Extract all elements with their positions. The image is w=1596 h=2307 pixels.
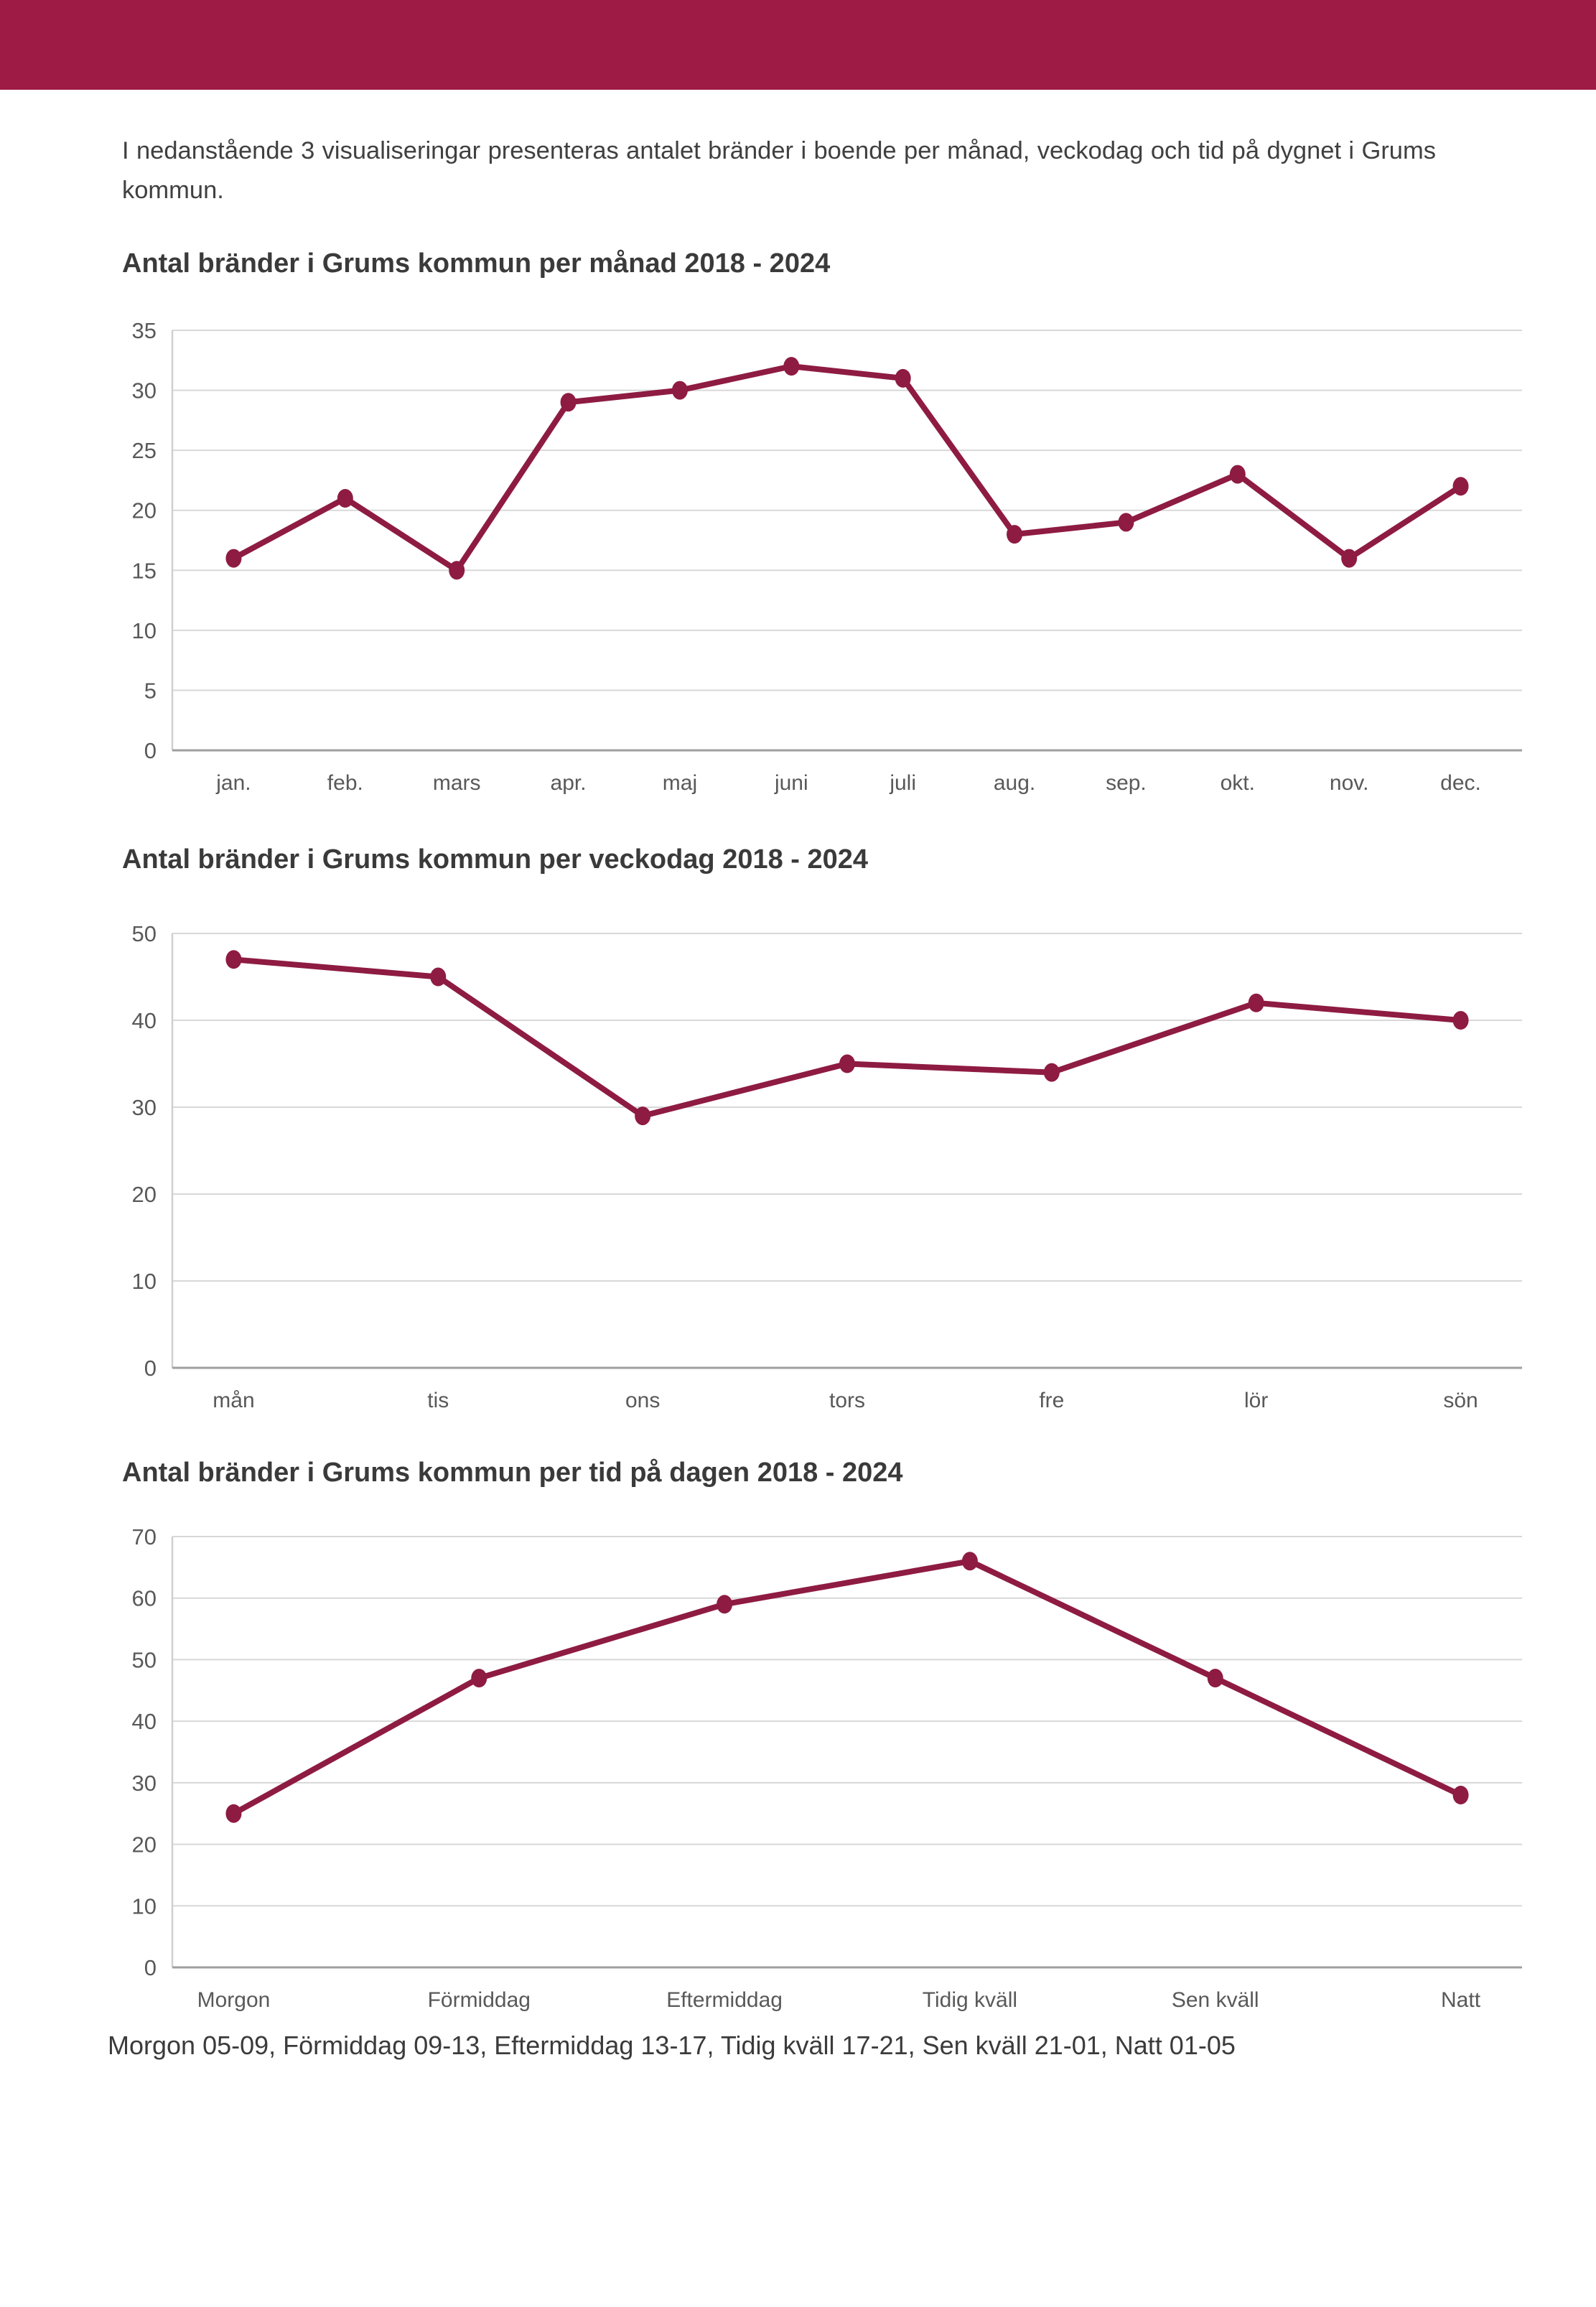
data-point — [635, 1106, 651, 1126]
chart-timeofday: 0 10 20 30 40 50 60 70 Morgon Förmiddag Eftermidda… — [132, 1524, 1522, 2012]
x-tick-label: lör — [1244, 1389, 1268, 1412]
data-point — [225, 950, 242, 969]
y-tick-label: 50 — [132, 1647, 157, 1672]
x-tick-label: apr. — [551, 771, 587, 795]
x-tick-label: dec. — [1440, 771, 1481, 795]
y-tick-label: 20 — [132, 1832, 157, 1858]
y-tick-label: 10 — [132, 1269, 157, 1294]
y-tick-label: 30 — [132, 378, 157, 404]
x-tick-label: juni — [774, 771, 808, 795]
x-tick-label: jan. — [215, 771, 251, 795]
y-tick-label: 0 — [144, 738, 157, 763]
data-point — [471, 1669, 487, 1688]
data-point — [1207, 1669, 1223, 1688]
y-tick-label: 5 — [144, 678, 157, 703]
y-tick-label: 0 — [144, 1356, 157, 1381]
intro-paragraph: I nedanstående 3 visualiseringar present… — [122, 137, 1436, 205]
data-point — [430, 967, 447, 987]
data-point — [1229, 465, 1246, 484]
x-tick-label: tis — [427, 1389, 449, 1412]
data-point — [1452, 477, 1469, 496]
x-tick-label: ons — [625, 1389, 660, 1412]
line-series — [230, 1558, 1464, 1817]
x-tick-label: fre — [1039, 1389, 1064, 1412]
x-tick-label: Tidig kväll — [923, 1988, 1017, 2012]
data-point — [1248, 993, 1264, 1012]
y-tick-label: 30 — [132, 1771, 157, 1796]
x-tick-label: sep. — [1106, 771, 1147, 795]
y-tick-label: 50 — [132, 921, 157, 946]
data-point — [225, 549, 242, 568]
y-tick-label: 40 — [132, 1008, 157, 1033]
data-point — [839, 1054, 855, 1073]
y-tick-label: 40 — [132, 1709, 157, 1734]
data-point — [1452, 1011, 1469, 1030]
chart-weekday-title: Antal bränder i Grums kommun per veckoda… — [122, 844, 869, 875]
data-point — [337, 489, 353, 508]
chart-month: 0 5 10 15 20 25 30 35 jan. feb. mars apr. maj juni jul… — [132, 318, 1522, 795]
y-tick-label: 70 — [132, 1524, 157, 1549]
x-tick-label: Förmiddag — [428, 1988, 531, 2012]
x-tick-label: feb. — [327, 771, 363, 795]
data-point — [1118, 513, 1134, 532]
y-tick-label: 25 — [132, 438, 157, 463]
data-point — [961, 1552, 978, 1571]
chart-month-title: Antal bränder i Grums kommun per månad 2… — [122, 248, 831, 279]
chart-timeofday-title: Antal bränder i Grums kommun per tid på … — [122, 1458, 903, 1488]
x-tick-label: Morgon — [197, 1988, 271, 2012]
data-point — [717, 1595, 733, 1614]
x-tick-label: maj — [663, 771, 697, 795]
data-point — [1043, 1063, 1060, 1082]
data-point — [560, 393, 577, 412]
x-tick-label: juli — [889, 771, 916, 795]
line-series — [230, 363, 1464, 574]
data-point — [225, 1804, 242, 1823]
y-tick-label: 20 — [132, 498, 157, 523]
x-tick-label: Sen kväll — [1172, 1988, 1259, 2012]
data-point — [1452, 1786, 1469, 1804]
y-tick-label: 10 — [132, 618, 157, 643]
y-tick-label: 15 — [132, 558, 157, 583]
y-tick-label: 0 — [144, 1955, 157, 1980]
y-tick-label: 30 — [132, 1095, 157, 1120]
x-tick-label: mån — [213, 1389, 254, 1412]
x-tick-label: nov. — [1330, 771, 1368, 795]
chart-weekday: 0 10 20 30 40 50 mån tis ons tors fre lör sön — [132, 921, 1522, 1412]
x-tick-label: Natt — [1441, 1988, 1481, 2012]
data-point — [671, 381, 688, 400]
x-tick-label: aug. — [994, 771, 1035, 795]
data-point — [449, 561, 465, 580]
x-tick-label: Eftermiddag — [666, 1988, 783, 2012]
x-tick-label: okt. — [1221, 771, 1255, 795]
data-point — [895, 368, 911, 388]
data-point — [1341, 549, 1358, 568]
x-tick-label: sön — [1443, 1389, 1478, 1412]
data-point — [783, 357, 800, 376]
y-tick-label: 35 — [132, 318, 157, 343]
header-bar — [0, 0, 1596, 90]
x-tick-label: tors — [829, 1389, 865, 1412]
y-tick-label: 60 — [132, 1586, 157, 1611]
x-tick-label: mars — [433, 771, 481, 795]
time-ranges-caption: Morgon 05-09, Förmiddag 09-13, Eftermidd… — [108, 2031, 1236, 2060]
y-tick-label: 10 — [132, 1893, 157, 1919]
data-point — [1007, 525, 1023, 544]
line-series — [230, 956, 1464, 1119]
y-tick-label: 20 — [132, 1182, 157, 1207]
